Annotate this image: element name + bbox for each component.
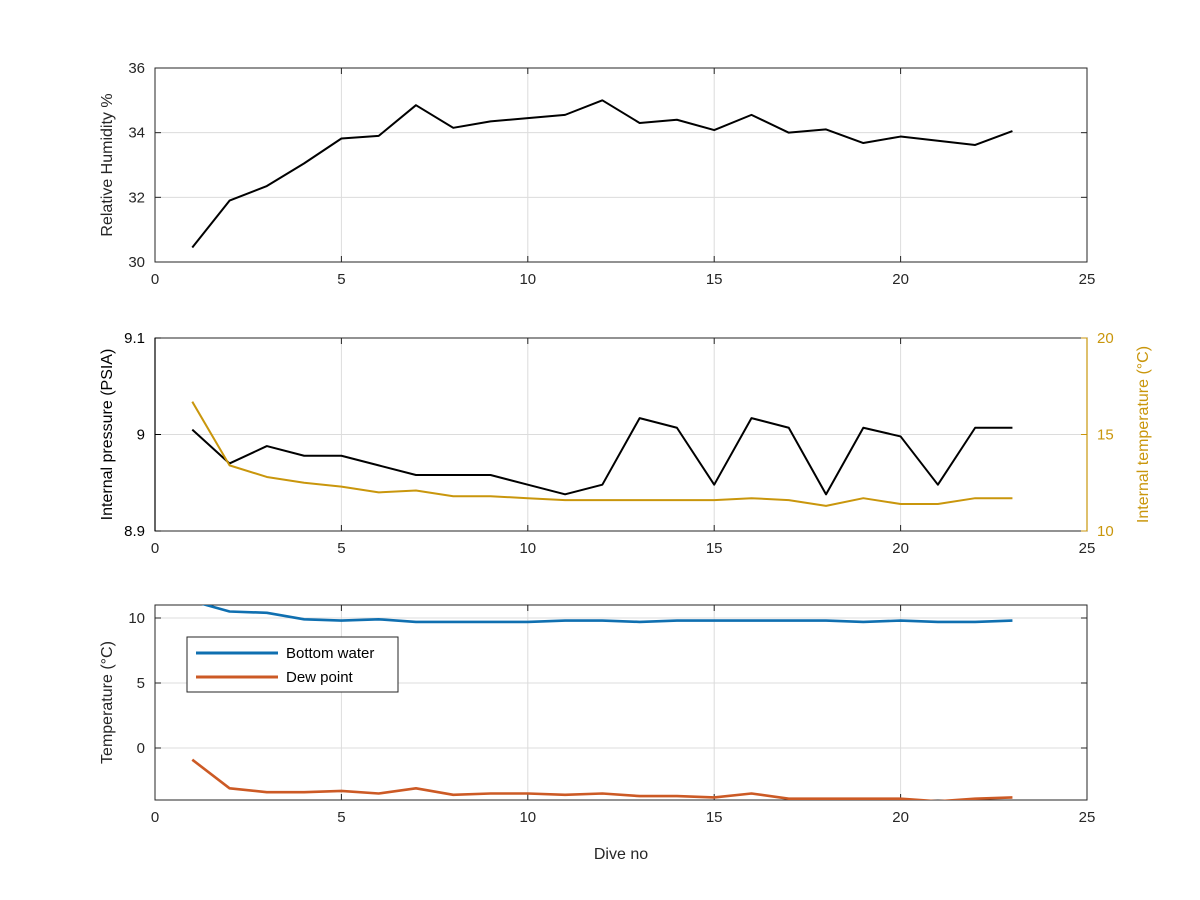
y-right-tick-label: 20 <box>1097 330 1114 347</box>
x-tick-label: 25 <box>1079 809 1096 826</box>
x-tick-label: 20 <box>892 271 909 288</box>
y-tick-label: 9 <box>137 427 145 444</box>
legend: Bottom water Dew point <box>186 636 399 693</box>
x-tick-label: 25 <box>1079 540 1096 557</box>
y-tick-label: 0 <box>137 740 145 757</box>
x-tick-label: 20 <box>892 809 909 826</box>
panel-1: 0 5 10 15 20 25 30 32 34 36 Relative Humidity % <box>99 60 1095 288</box>
y-axis-label: Temperature (°C) <box>99 641 116 764</box>
panel-2: 0 5 10 15 20 25 8.9 9 9.1 10 15 20 Internal pressure… <box>99 330 1152 557</box>
y-tick-label: 34 <box>128 125 145 142</box>
legend-label: Dew point <box>286 669 354 686</box>
x-tick-label: 25 <box>1079 271 1096 288</box>
y-right-tick-label: 10 <box>1097 523 1114 540</box>
x-tick-label: 15 <box>706 540 723 557</box>
x-tick-label: 0 <box>151 809 159 826</box>
x-axis-label: Dive no <box>594 846 648 863</box>
series-line-1 <box>191 417 1013 496</box>
legend-label: Bottom water <box>286 645 374 662</box>
x-tick-label: 10 <box>519 271 536 288</box>
x-tick-label: 10 <box>519 809 536 826</box>
y-axis-label: Relative Humidity % <box>99 93 116 236</box>
x-tick-label: 5 <box>337 540 345 557</box>
y-tick-label: 32 <box>128 189 145 206</box>
axes-box <box>154 67 1088 263</box>
x-tick-label: 20 <box>892 540 909 557</box>
y-tick-label: 30 <box>128 254 145 271</box>
x-tick-label: 15 <box>706 809 723 826</box>
x-tick-label: 0 <box>151 540 159 557</box>
y-tick-label: 8.9 <box>124 523 145 540</box>
series-line-2 <box>191 401 1013 507</box>
x-tick-label: 5 <box>337 271 345 288</box>
y-right-tick-label: 15 <box>1097 427 1114 444</box>
legend-box <box>186 636 399 693</box>
y-tick-label: 10 <box>128 610 145 627</box>
panel-3: 0 5 10 15 20 25 0 5 10 Temperature (°C) Dive no Bot… <box>99 604 1096 863</box>
x-tick-label: 5 <box>337 809 345 826</box>
series-line-2 <box>191 758 1013 800</box>
y-tick-label: 5 <box>137 675 145 692</box>
y-tick-label: 36 <box>128 60 145 77</box>
x-tick-label: 0 <box>151 271 159 288</box>
y-axis-label: Internal pressure (PSIA) <box>99 349 116 521</box>
axes-box <box>154 604 1088 801</box>
x-tick-label: 10 <box>519 540 536 557</box>
y-axis-label-right: Internal temperature (°C) <box>1135 346 1152 523</box>
series-line-1 <box>201 605 1013 624</box>
series-line-1 <box>191 99 1013 249</box>
x-tick-label: 15 <box>706 271 723 288</box>
y-tick-label: 9.1 <box>124 330 145 347</box>
